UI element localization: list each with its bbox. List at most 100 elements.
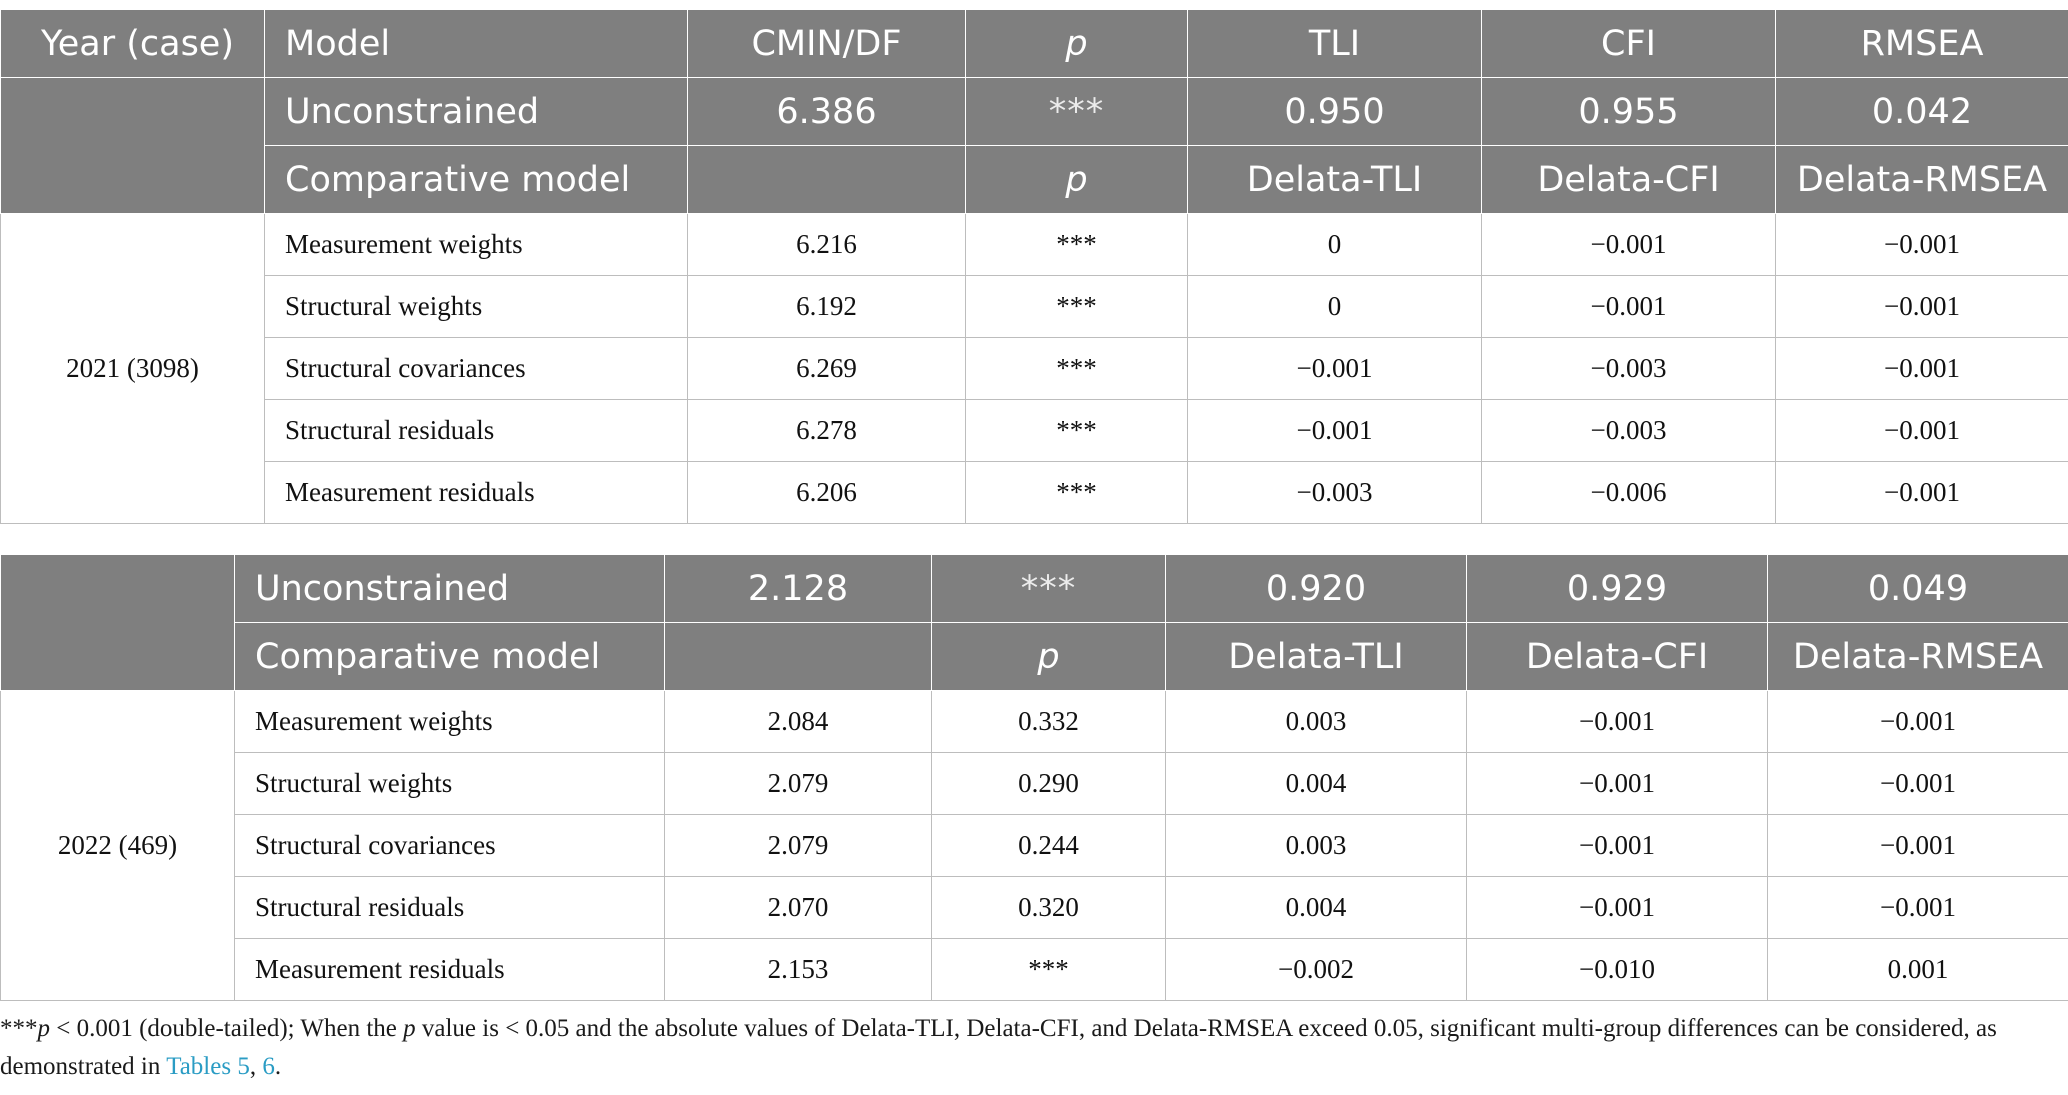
unconstrained-p: *** (931, 554, 1166, 623)
delta-rmsea-value: −0.001 (1767, 690, 2068, 753)
p-value: *** (931, 938, 1166, 1001)
header-p: p (965, 9, 1188, 78)
p-value: 0.290 (931, 752, 1166, 815)
model-name: Structural residuals (264, 399, 688, 462)
unconstrained-cmin-df: 6.386 (687, 77, 966, 146)
comparative-p: p (931, 622, 1166, 691)
delta-cfi-value: −0.003 (1481, 399, 1776, 462)
model-name: Structural residuals (234, 876, 665, 939)
delta-cfi-value: −0.006 (1481, 461, 1776, 524)
table-row: Measurement residuals 2.153 *** −0.002 −… (1, 938, 2068, 1001)
header-cmin-df: CMIN/DF (687, 9, 966, 78)
delta-cfi-value: −0.010 (1466, 938, 1768, 1001)
p-value: *** (965, 275, 1188, 338)
footnote-end: . (274, 1053, 282, 1080)
footnote-separator: , (249, 1053, 263, 1080)
table-row: Structural weights 6.192 *** 0 −0.001 −0… (1, 275, 2068, 338)
unconstrained-cfi: 0.955 (1481, 77, 1776, 146)
unconstrained-label: Unconstrained (264, 77, 688, 146)
cmin-df-value: 6.206 (687, 461, 966, 524)
header-blank (0, 77, 265, 214)
footnote-text-2: value is < 0.05 and the absolute values … (0, 1015, 1997, 1080)
unconstrained-rmsea: 0.049 (1767, 554, 2068, 623)
cmin-df-value: 6.192 (687, 275, 966, 338)
footnote-p: p (37, 1015, 51, 1042)
table-row: Measurement residuals 6.206 *** −0.003 −… (1, 461, 2068, 524)
table-footnote: ***p < 0.001 (double-tailed); When the p… (0, 1010, 2060, 1086)
comparative-row: Comparative model p Delata-TLI Delata-CF… (1, 145, 2068, 214)
p-value: *** (965, 213, 1188, 276)
table-row: 2022 (469) Measurement weights 2.084 0.3… (0, 690, 2068, 1001)
cmin-df-value: 6.216 (687, 213, 966, 276)
delta-cfi-value: −0.001 (1481, 213, 1776, 276)
comparative-delta-cfi: Delata-CFI (1481, 145, 1776, 214)
header-year-case: Year (case) (0, 9, 265, 78)
cmin-df-value: 2.153 (664, 938, 932, 1001)
table-row: Structural weights 2.079 0.290 0.004 −0.… (1, 752, 2068, 815)
unconstrained-cmin-df: 2.128 (664, 554, 932, 623)
delta-cfi-value: −0.001 (1466, 814, 1768, 877)
header-cfi: CFI (1481, 9, 1776, 78)
delta-tli-value: −0.003 (1187, 461, 1482, 524)
delta-rmsea-value: −0.001 (1767, 752, 2068, 815)
header-rmsea: RMSEA (1775, 9, 2068, 78)
table-row: Structural covariances 2.079 0.244 0.003… (1, 814, 2068, 877)
table-row: Structural residuals 2.070 0.320 0.004 −… (1, 876, 2068, 939)
delta-cfi-value: −0.001 (1466, 690, 1768, 753)
delta-cfi-value: −0.003 (1481, 337, 1776, 400)
model-name: Measurement weights (264, 213, 688, 276)
comparative-delta-tli: Delata-TLI (1187, 145, 1482, 214)
p-value: 0.244 (931, 814, 1166, 877)
cmin-df-value: 2.070 (664, 876, 932, 939)
group-label: 2021 (3098) (0, 213, 265, 524)
delta-tli-value: 0.004 (1165, 752, 1467, 815)
unconstrained-label: Unconstrained (234, 554, 665, 623)
header-row: Year (case) Model CMIN/DF p TLI CFI RMSE… (0, 9, 2068, 78)
p-value: *** (965, 461, 1188, 524)
model-name: Structural covariances (234, 814, 665, 877)
delta-rmsea-value: −0.001 (1775, 337, 2068, 400)
unconstrained-tli: 0.950 (1187, 77, 1482, 146)
unconstrained-row: Unconstrained 6.386 *** 0.950 0.955 0.04… (0, 77, 2068, 214)
model-name: Measurement weights (234, 690, 665, 753)
delta-rmsea-value: −0.001 (1775, 213, 2068, 276)
p-value: 0.332 (931, 690, 1166, 753)
unconstrained-row: Unconstrained 2.128 *** 0.920 0.929 0.04… (0, 554, 2068, 691)
p-value: 0.320 (931, 876, 1166, 939)
delta-tli-value: 0.003 (1165, 814, 1467, 877)
comparative-row: Comparative model p Delata-TLI Delata-CF… (1, 622, 2068, 691)
table-row: Structural residuals 6.278 *** −0.001 −0… (1, 399, 2068, 462)
delta-tli-value: 0.004 (1165, 876, 1467, 939)
footnote-stars: *** (0, 1015, 38, 1042)
delta-cfi-value: −0.001 (1466, 752, 1768, 815)
model-name: Structural weights (234, 752, 665, 815)
unconstrained-rmsea: 0.042 (1775, 77, 2068, 146)
comparative-blank (664, 622, 932, 691)
model-name: Structural weights (264, 275, 688, 338)
delta-tli-value: 0 (1187, 213, 1482, 276)
model-name: Structural covariances (264, 337, 688, 400)
comparative-blank (687, 145, 966, 214)
header-model: Model (264, 9, 688, 78)
table-5-link[interactable]: Tables 5 (166, 1053, 250, 1080)
delta-rmsea-value: −0.001 (1775, 275, 2068, 338)
comparative-delta-rmsea: Delata-RMSEA (1767, 622, 2068, 691)
delta-tli-value: −0.002 (1165, 938, 1467, 1001)
comparative-delta-rmsea: Delata-RMSEA (1775, 145, 2068, 214)
comparative-label: Comparative model (234, 622, 665, 691)
table-2021: Year (case) Model CMIN/DF p TLI CFI RMSE… (0, 9, 2068, 524)
model-name: Measurement residuals (234, 938, 665, 1001)
footnote-p-2: p (403, 1015, 416, 1042)
delta-rmsea-value: −0.001 (1775, 461, 2068, 524)
cmin-df-value: 6.269 (687, 337, 966, 400)
delta-rmsea-value: −0.001 (1767, 814, 2068, 877)
header-blank (0, 554, 235, 691)
unconstrained-cfi: 0.929 (1466, 554, 1768, 623)
cmin-df-value: 2.079 (664, 814, 932, 877)
delta-tli-value: −0.001 (1187, 399, 1482, 462)
delta-rmsea-value: 0.001 (1767, 938, 2068, 1001)
table-6-link[interactable]: 6 (262, 1053, 275, 1080)
p-value: *** (965, 399, 1188, 462)
delta-cfi-value: −0.001 (1466, 876, 1768, 939)
comparative-p: p (965, 145, 1188, 214)
